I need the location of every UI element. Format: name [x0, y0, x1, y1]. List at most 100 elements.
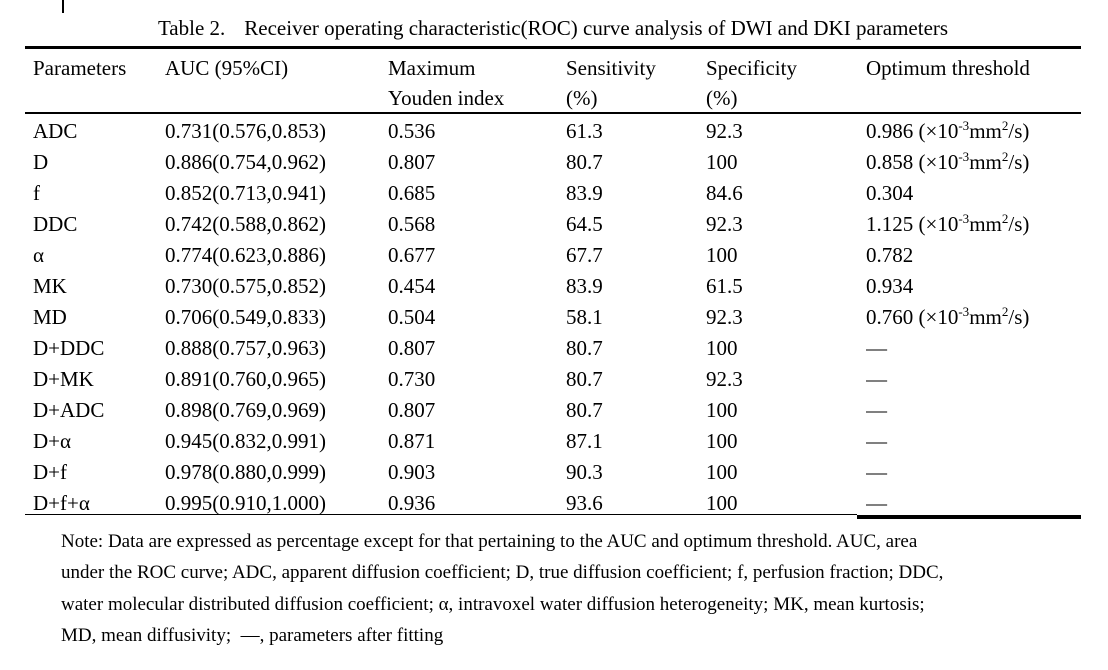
note-line: water molecular distributed diffusion co… [61, 593, 925, 615]
table-top-rule [25, 46, 1081, 49]
cell-sensitivity: 64.5 [566, 212, 603, 236]
col-header-line: Maximum [388, 56, 476, 80]
cell-auc: 0.995(0.910,1.000) [165, 491, 326, 515]
cell-youden: 0.807 [388, 336, 436, 360]
col-header-line: (%) [566, 86, 598, 110]
cell-youden: 0.454 [388, 274, 436, 298]
cell-specificity: 100 [706, 460, 738, 484]
cell-parameters: D+f+α [33, 491, 90, 515]
table-caption-label: Table 2. [157, 16, 226, 40]
cell-youden: 0.685 [388, 181, 436, 205]
table-row: D+α 0.945(0.832,0.991) 0.871 87.1 100 — [25, 426, 1081, 457]
col-header-line: Youden index [388, 86, 505, 110]
cell-threshold: 1.125 (×10-3mm2/s) [866, 211, 1030, 236]
col-header-line: Optimum threshold [866, 56, 1030, 80]
cell-auc: 0.945(0.832,0.991) [165, 429, 326, 453]
table-row: α 0.774(0.623,0.886) 0.677 67.7 100 0.782 [25, 240, 1081, 271]
cell-specificity: 92.3 [706, 305, 743, 329]
col-header-optimum-threshold: Optimum threshold [866, 49, 1081, 116]
cell-sensitivity: 58.1 [566, 305, 603, 329]
col-header-line: Sensitivity [566, 56, 656, 80]
cell-sensitivity: 83.9 [566, 181, 603, 205]
table-header-rule [25, 112, 1081, 114]
cell-auc: 0.774(0.623,0.886) [165, 243, 326, 267]
table-row: D 0.886(0.754,0.962) 0.807 80.7 100 0.858 (×1… [25, 147, 1081, 178]
cell-youden: 0.807 [388, 150, 436, 174]
cell-specificity: 100 [706, 429, 738, 453]
cell-threshold: 0.760 (×10-3mm2/s) [866, 304, 1030, 329]
cell-specificity: 100 [706, 398, 738, 422]
cell-auc: 0.730(0.575,0.852) [165, 274, 326, 298]
cell-sensitivity: 93.6 [566, 491, 603, 515]
table-header-row: Parameters AUC (95%CI) Maximum Youden in… [25, 49, 1081, 116]
table-caption-text: Receiver operating characteristic(ROC) c… [244, 16, 949, 40]
table-bottom-rule-thin [25, 513, 857, 515]
cell-parameters: D+MK [33, 367, 94, 391]
cell-threshold: — [866, 429, 887, 453]
cell-specificity: 100 [706, 336, 738, 360]
note-line: Note: Data are expressed as percentage e… [61, 531, 918, 552]
table-row: ADC 0.731(0.576,0.853) 0.536 61.3 92.3 0.986 … [25, 116, 1081, 147]
cell-sensitivity: 80.7 [566, 367, 603, 391]
cell-specificity: 92.3 [706, 212, 743, 236]
cell-auc: 0.898(0.769,0.969) [165, 398, 326, 422]
cell-threshold: 0.304 [866, 181, 914, 205]
table-row: D+f+α 0.995(0.910,1.000) 0.936 93.6 100 — [25, 488, 1081, 519]
note-line: MD, mean diffusivity; —, parameters afte… [61, 625, 444, 647]
table-body: ADC 0.731(0.576,0.853) 0.536 61.3 92.3 0.986 … [25, 116, 1081, 519]
table-row: f 0.852(0.713,0.941) 0.685 83.9 84.6 0.304 [25, 178, 1081, 209]
col-header-auc: AUC (95%CI) [165, 49, 388, 116]
cell-youden: 0.871 [388, 429, 436, 453]
cell-threshold: — [866, 491, 887, 515]
cell-sensitivity: 61.3 [566, 119, 603, 143]
cell-youden: 0.568 [388, 212, 436, 236]
cell-parameters: α [33, 243, 45, 267]
col-header-line: (%) [706, 86, 738, 110]
cell-parameters: f [33, 181, 40, 205]
cell-threshold: — [866, 367, 887, 391]
table-caption: Table 2. Receiver operating characteristi… [25, 16, 1081, 41]
cell-youden: 0.536 [388, 119, 436, 143]
cell-sensitivity: 83.9 [566, 274, 603, 298]
cell-auc: 0.742(0.588,0.862) [165, 212, 326, 236]
table-row: D+DDC 0.888(0.757,0.963) 0.807 80.7 100 — [25, 333, 1081, 364]
cell-sensitivity: 87.1 [566, 429, 603, 453]
cell-auc: 0.978(0.880,0.999) [165, 460, 326, 484]
table-bottom-rule-thick [857, 514, 1081, 519]
col-header-parameters: Parameters [25, 49, 165, 116]
cell-youden: 0.677 [388, 243, 436, 267]
cell-youden: 0.936 [388, 491, 436, 515]
cell-specificity: 84.6 [706, 181, 743, 205]
cell-specificity: 92.3 [706, 119, 743, 143]
col-header-sensitivity: Sensitivity (%) [566, 49, 706, 116]
cell-parameters: D+DDC [33, 336, 105, 360]
cell-sensitivity: 80.7 [566, 336, 603, 360]
cell-specificity: 100 [706, 243, 738, 267]
cell-threshold: — [866, 460, 887, 484]
cell-parameters: D+ADC [33, 398, 105, 422]
cell-specificity: 100 [706, 491, 738, 515]
cell-auc: 0.706(0.549,0.833) [165, 305, 326, 329]
cell-specificity: 100 [706, 150, 738, 174]
cell-specificity: 92.3 [706, 367, 743, 391]
cell-auc: 0.852(0.713,0.941) [165, 181, 326, 205]
col-header-line: Specificity [706, 56, 797, 80]
cell-threshold: — [866, 336, 887, 360]
cell-threshold: 0.782 [866, 243, 914, 267]
cell-auc: 0.888(0.757,0.963) [165, 336, 326, 360]
table-row: D+ADC 0.898(0.769,0.969) 0.807 80.7 100 — [25, 395, 1081, 426]
table-row: MK 0.730(0.575,0.852) 0.454 83.9 61.5 0.934 [25, 271, 1081, 302]
cell-youden: 0.730 [388, 367, 436, 391]
cell-sensitivity: 67.7 [566, 243, 603, 267]
cell-sensitivity: 90.3 [566, 460, 603, 484]
cell-parameters: D [33, 150, 49, 174]
note-line: under the ROC curve; ADC, apparent diffu… [61, 562, 944, 584]
col-header-specificity: Specificity (%) [706, 49, 866, 116]
text-cursor [62, 0, 64, 13]
cell-auc: 0.731(0.576,0.853) [165, 119, 326, 143]
cell-threshold: 0.858 (×10-3mm2/s) [866, 149, 1030, 174]
cell-auc: 0.891(0.760,0.965) [165, 367, 326, 391]
cell-parameters: MD [33, 305, 67, 329]
cell-threshold: 0.934 [866, 274, 914, 298]
